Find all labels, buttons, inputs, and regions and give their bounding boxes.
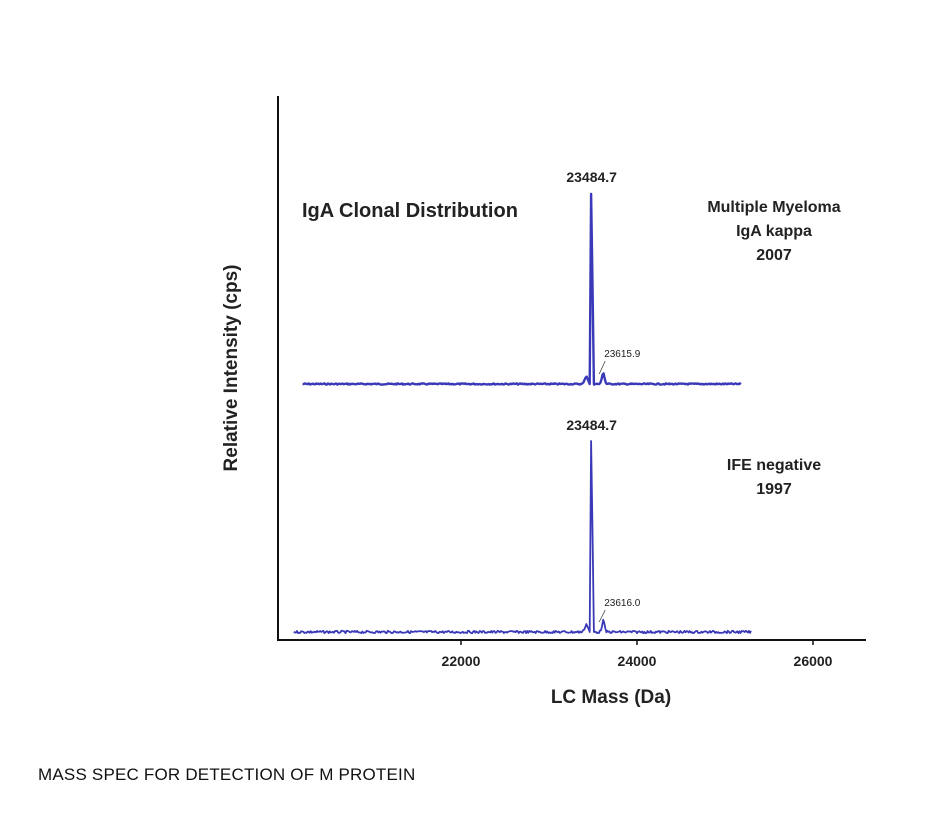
- chart-title: IgA Clonal Distribution: [302, 200, 518, 222]
- series-label: IFE negative: [727, 457, 821, 474]
- x-tick-label: 22000: [442, 653, 481, 669]
- spectrum-trace: [293, 440, 752, 635]
- x-tick-label: 26000: [794, 653, 833, 669]
- peak-label: 23484.7: [566, 169, 617, 185]
- x-tick-label: 24000: [618, 653, 657, 669]
- x-tick-marks: [460, 640, 814, 645]
- peak-label: 23484.7: [566, 417, 617, 433]
- series-label: Multiple Myeloma: [707, 199, 840, 216]
- peak-label-leader: [598, 609, 606, 623]
- x-axis-label: LC Mass (Da): [551, 687, 671, 708]
- peak-labels: 23484.7 23615.9 23484.7 23616.0: [566, 169, 641, 623]
- series-label: 2007: [756, 247, 792, 264]
- x-tick-labels: 22000 24000 26000: [442, 653, 833, 669]
- series-labels: Multiple Myeloma IgA kappa 2007 IFE negativ…: [707, 199, 840, 498]
- y-axis-label: Relative Intensity (cps): [221, 265, 242, 472]
- minor-peak-label: 23615.9: [604, 349, 641, 360]
- series-label: IgA kappa: [736, 223, 812, 240]
- spectrum-trace: [302, 192, 742, 386]
- minor-peak-label: 23616.0: [604, 598, 641, 609]
- series-label: 1997: [756, 481, 792, 498]
- figure-caption: MASS SPEC FOR DETECTION OF M PROTEIN: [38, 765, 416, 784]
- peak-label-leader: [598, 360, 606, 375]
- spectra-traces: [293, 192, 752, 635]
